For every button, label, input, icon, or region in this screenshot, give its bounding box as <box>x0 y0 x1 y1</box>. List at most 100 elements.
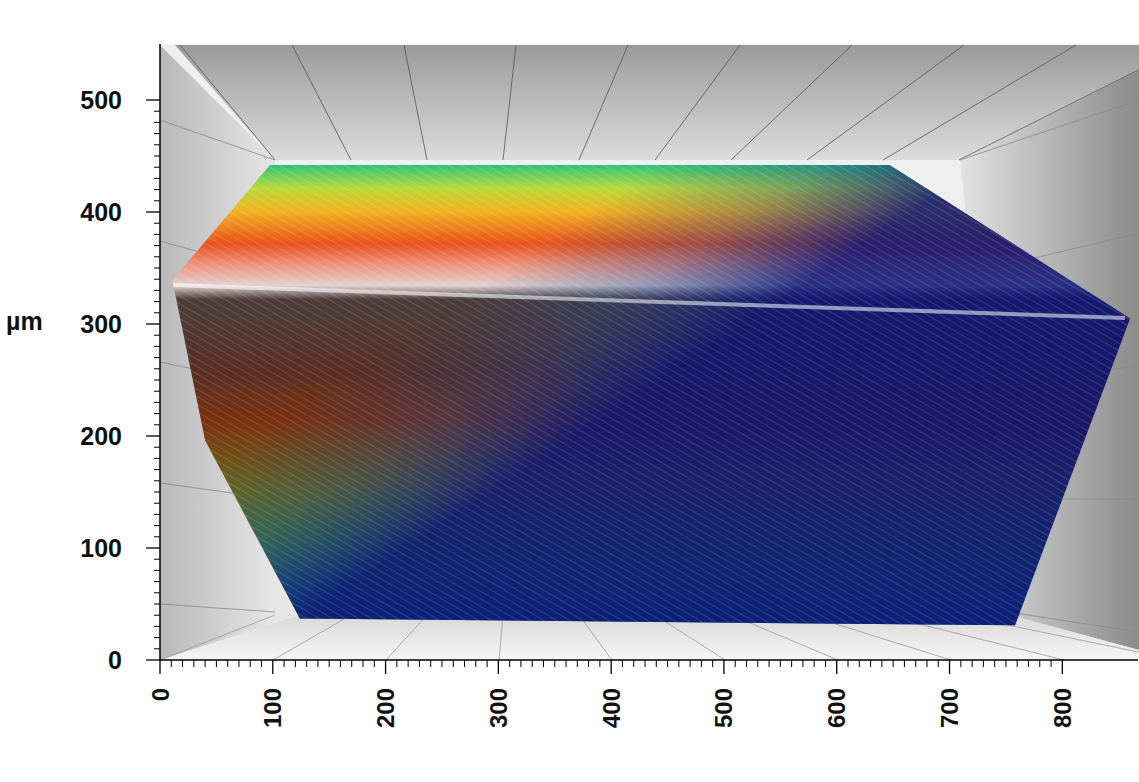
striation <box>838 120 1139 660</box>
striation <box>604 120 1139 660</box>
wall-line <box>731 45 852 160</box>
y-axis-title: µm <box>6 307 43 335</box>
wall-line <box>960 100 1139 160</box>
minor-tick <box>193 660 194 667</box>
striation <box>825 120 1139 660</box>
y-tick-label: 100 <box>80 534 122 562</box>
striation <box>760 120 1139 660</box>
minor-tick <box>154 335 160 336</box>
striation <box>227 120 1139 660</box>
x-tick <box>385 660 386 674</box>
striation <box>643 120 1139 660</box>
striation <box>552 120 1139 660</box>
minor-tick <box>154 391 160 392</box>
minor-tick <box>154 178 160 179</box>
x-tick <box>949 660 950 674</box>
minor-tick <box>154 312 160 313</box>
minor-tick <box>870 660 871 667</box>
striation <box>695 120 1139 660</box>
minor-tick <box>250 660 251 667</box>
minor-tick <box>154 245 160 246</box>
striation <box>160 120 642 660</box>
y-tick <box>146 659 160 660</box>
striation <box>630 120 1139 660</box>
striation <box>591 120 1139 660</box>
x-tick-label: 300 <box>485 688 512 728</box>
minor-tick <box>154 189 160 190</box>
minor-tick <box>543 660 544 667</box>
striation <box>877 120 1139 660</box>
striation <box>201 120 1139 660</box>
striation <box>721 120 1139 660</box>
y-tick-label: 500 <box>80 86 122 114</box>
minor-tick <box>509 660 510 667</box>
minor-tick <box>154 290 160 291</box>
minor-tick <box>972 660 973 667</box>
minor-tick <box>205 660 206 667</box>
striation <box>160 120 382 660</box>
striation <box>160 120 746 660</box>
minor-tick <box>216 660 217 667</box>
minor-tick <box>757 660 758 667</box>
striation <box>1033 120 1139 660</box>
x-tick <box>723 660 724 674</box>
striation <box>1098 120 1139 660</box>
striation <box>160 120 798 660</box>
striation <box>474 120 1139 660</box>
minor-tick <box>154 133 160 134</box>
minor-tick <box>306 660 307 667</box>
minor-tick <box>1051 660 1052 667</box>
striation <box>539 120 1139 660</box>
striation <box>435 120 1139 660</box>
minor-tick <box>154 301 160 302</box>
minor-tick <box>802 660 803 667</box>
x-tick <box>836 660 837 674</box>
minor-tick <box>554 660 555 667</box>
striation <box>305 120 1139 660</box>
striation <box>160 120 1084 660</box>
minor-tick <box>154 480 160 481</box>
striation <box>383 120 1139 660</box>
striation <box>929 120 1139 660</box>
minor-tick <box>520 660 521 667</box>
minor-tick <box>154 503 160 504</box>
x-tick-label: 400 <box>598 688 625 728</box>
striation <box>734 120 1139 660</box>
minor-tick <box>363 660 364 667</box>
minor-tick <box>396 660 397 667</box>
striation <box>160 120 902 660</box>
minor-tick <box>154 167 160 168</box>
axes: 0100200300400500010020030040050060070080… <box>6 44 1138 728</box>
wall-line <box>655 45 740 160</box>
striation <box>747 120 1139 660</box>
minor-tick <box>453 660 454 667</box>
minor-tick <box>690 660 691 667</box>
striation <box>160 120 1006 660</box>
striation <box>942 120 1139 660</box>
wall-line <box>1008 612 1139 632</box>
x-tick-label: 100 <box>259 688 286 728</box>
striation <box>617 120 1139 660</box>
minor-tick <box>859 660 860 667</box>
striation <box>1137 120 1139 660</box>
wall-line <box>579 45 628 160</box>
minor-tick <box>633 660 634 667</box>
striation <box>994 120 1139 660</box>
minor-tick <box>154 536 160 537</box>
striation <box>214 120 1139 660</box>
striation <box>160 120 304 660</box>
striation <box>160 120 1136 660</box>
y-tick <box>146 99 160 100</box>
wall-line <box>292 45 351 160</box>
minor-tick <box>154 637 160 638</box>
x-tick-label: 500 <box>710 688 737 728</box>
minor-tick <box>154 279 160 280</box>
minor-tick <box>994 660 995 667</box>
wall-line <box>883 45 1076 160</box>
x-tick-label: 0 <box>147 688 174 701</box>
minor-tick <box>577 660 578 667</box>
striation <box>160 120 226 660</box>
wall-line <box>160 120 275 160</box>
x-tick-label: 600 <box>823 688 850 728</box>
striation <box>344 120 1139 660</box>
